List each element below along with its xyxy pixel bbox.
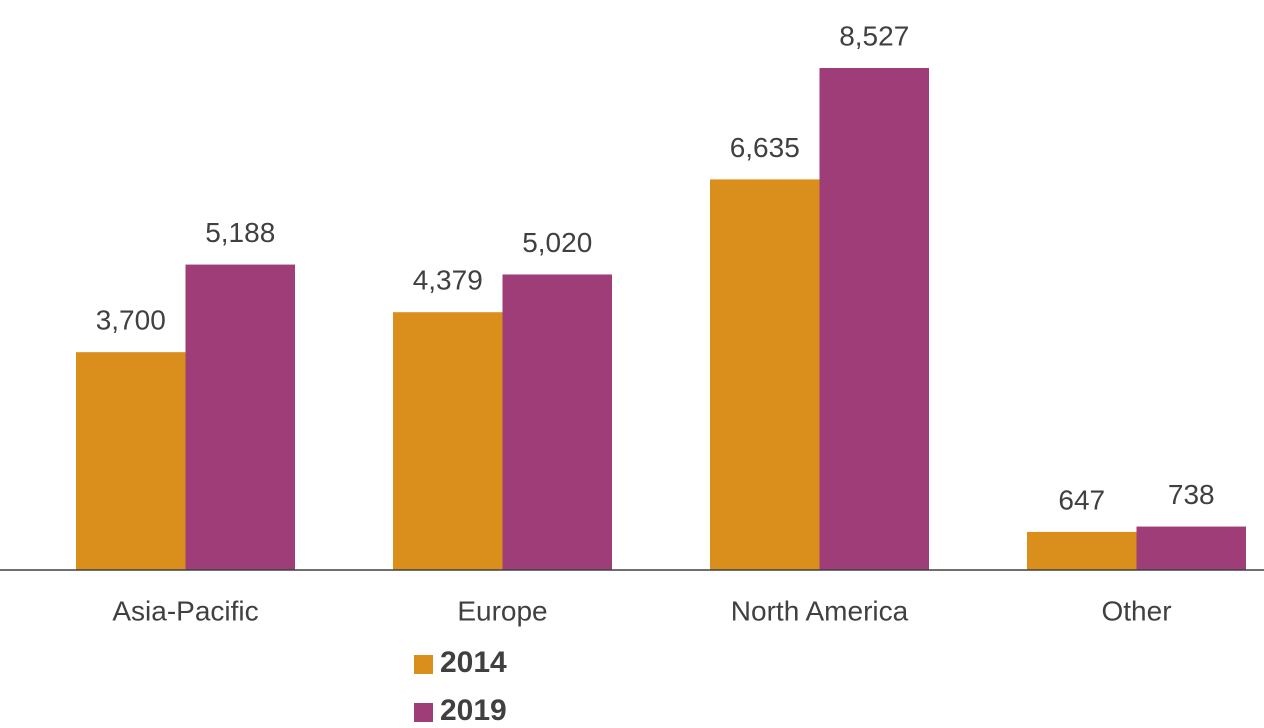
bar: [185, 264, 295, 570]
value-label: 5,020: [522, 227, 592, 258]
bar: [76, 352, 186, 570]
bar: [1027, 531, 1137, 570]
value-label: 3,700: [96, 305, 166, 336]
bar: [1136, 526, 1246, 570]
legend-label: 2014: [440, 646, 507, 679]
x-tick-label: Europe: [457, 595, 547, 626]
value-label: 6,635: [730, 132, 800, 163]
bar: [710, 179, 820, 570]
value-label: 4,379: [413, 265, 483, 296]
legend-swatch: [414, 703, 433, 722]
value-label: 5,188: [205, 217, 275, 248]
x-tick-label: Asia-Pacific: [112, 595, 258, 626]
value-label: 647: [1058, 484, 1105, 515]
bar: [502, 274, 612, 570]
legend-swatch: [414, 655, 433, 674]
value-label: 738: [1168, 479, 1215, 510]
bar: [393, 312, 503, 570]
legend-label: 2019: [440, 694, 507, 727]
value-label: 8,527: [839, 20, 909, 51]
x-tick-label: Other: [1101, 595, 1171, 626]
bar: [819, 68, 929, 570]
x-tick-label: North America: [731, 595, 909, 626]
